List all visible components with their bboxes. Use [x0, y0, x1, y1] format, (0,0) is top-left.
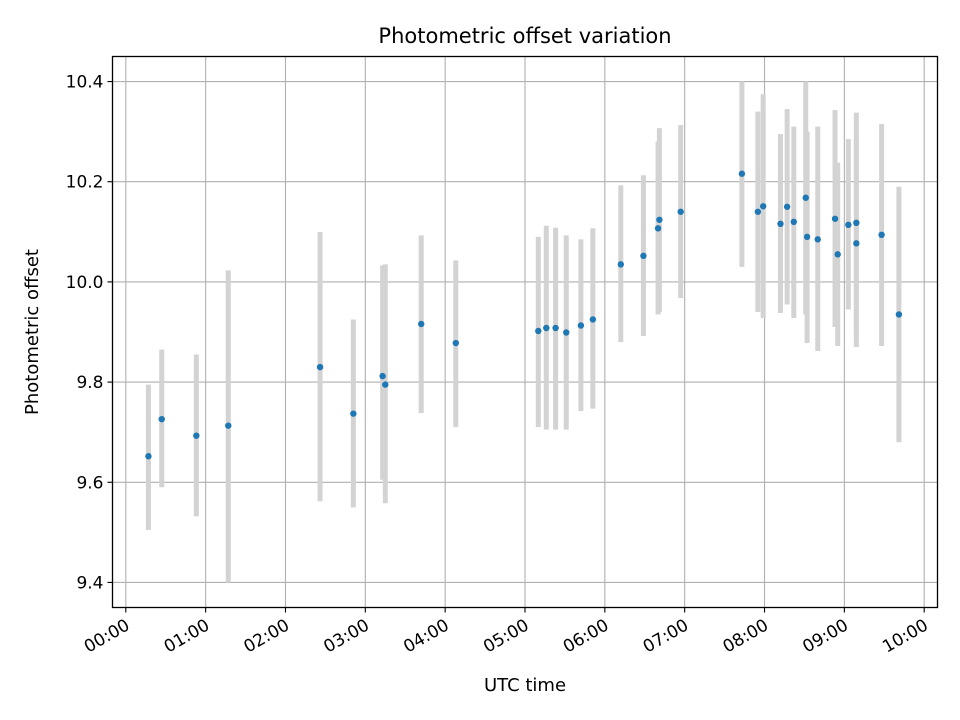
- data-point: [834, 251, 841, 258]
- x-axis-label: UTC time: [484, 675, 566, 696]
- data-point: [382, 381, 389, 388]
- y-tick-label: 10.2: [66, 173, 104, 193]
- grid: [112, 56, 938, 608]
- y-axis-ticks: 9.4 9.6 9.8 10.0 10.2 10.4: [66, 73, 113, 593]
- data-point: [577, 322, 585, 329]
- data-point: [418, 320, 425, 328]
- data-point: [759, 203, 767, 210]
- data-point: [814, 236, 821, 243]
- data-point: [193, 432, 200, 439]
- data-point: [543, 324, 550, 332]
- data-point: [790, 218, 797, 225]
- data-point: [640, 252, 647, 260]
- data-point: [656, 216, 663, 223]
- data-point: [654, 225, 662, 232]
- data-point: [803, 233, 811, 241]
- data-point: [379, 372, 386, 380]
- y-tick-label: 9.4: [76, 573, 103, 593]
- data-point: [535, 327, 542, 335]
- data-point: [452, 339, 460, 347]
- data-point: [878, 231, 885, 239]
- data-point: [777, 220, 784, 228]
- y-axis-label: Photometric offset: [22, 249, 43, 415]
- data-point: [225, 422, 232, 429]
- data-point: [677, 208, 684, 215]
- data-point: [158, 415, 165, 423]
- y-tick-label: 10.4: [66, 73, 104, 93]
- data-point: [145, 453, 152, 460]
- y-tick-label: 10.0: [66, 273, 104, 293]
- data-point: [617, 261, 625, 268]
- y-tick-label: 9.6: [76, 473, 103, 493]
- data-point: [783, 203, 791, 210]
- data-points: [145, 170, 903, 460]
- data-point: [845, 221, 852, 229]
- data-point: [831, 215, 839, 222]
- data-point: [754, 208, 762, 215]
- chart-title: Photometric offset variation: [378, 24, 671, 48]
- y-tick-label: 9.8: [76, 373, 103, 393]
- data-point: [350, 410, 357, 417]
- data-point: [563, 329, 570, 336]
- data-point: [316, 363, 324, 371]
- data-point: [895, 311, 903, 318]
- data-point: [853, 240, 860, 247]
- data-point: [802, 194, 809, 201]
- data-point: [738, 170, 746, 177]
- data-point: [589, 316, 597, 323]
- data-point: [552, 324, 559, 332]
- data-point: [853, 219, 860, 227]
